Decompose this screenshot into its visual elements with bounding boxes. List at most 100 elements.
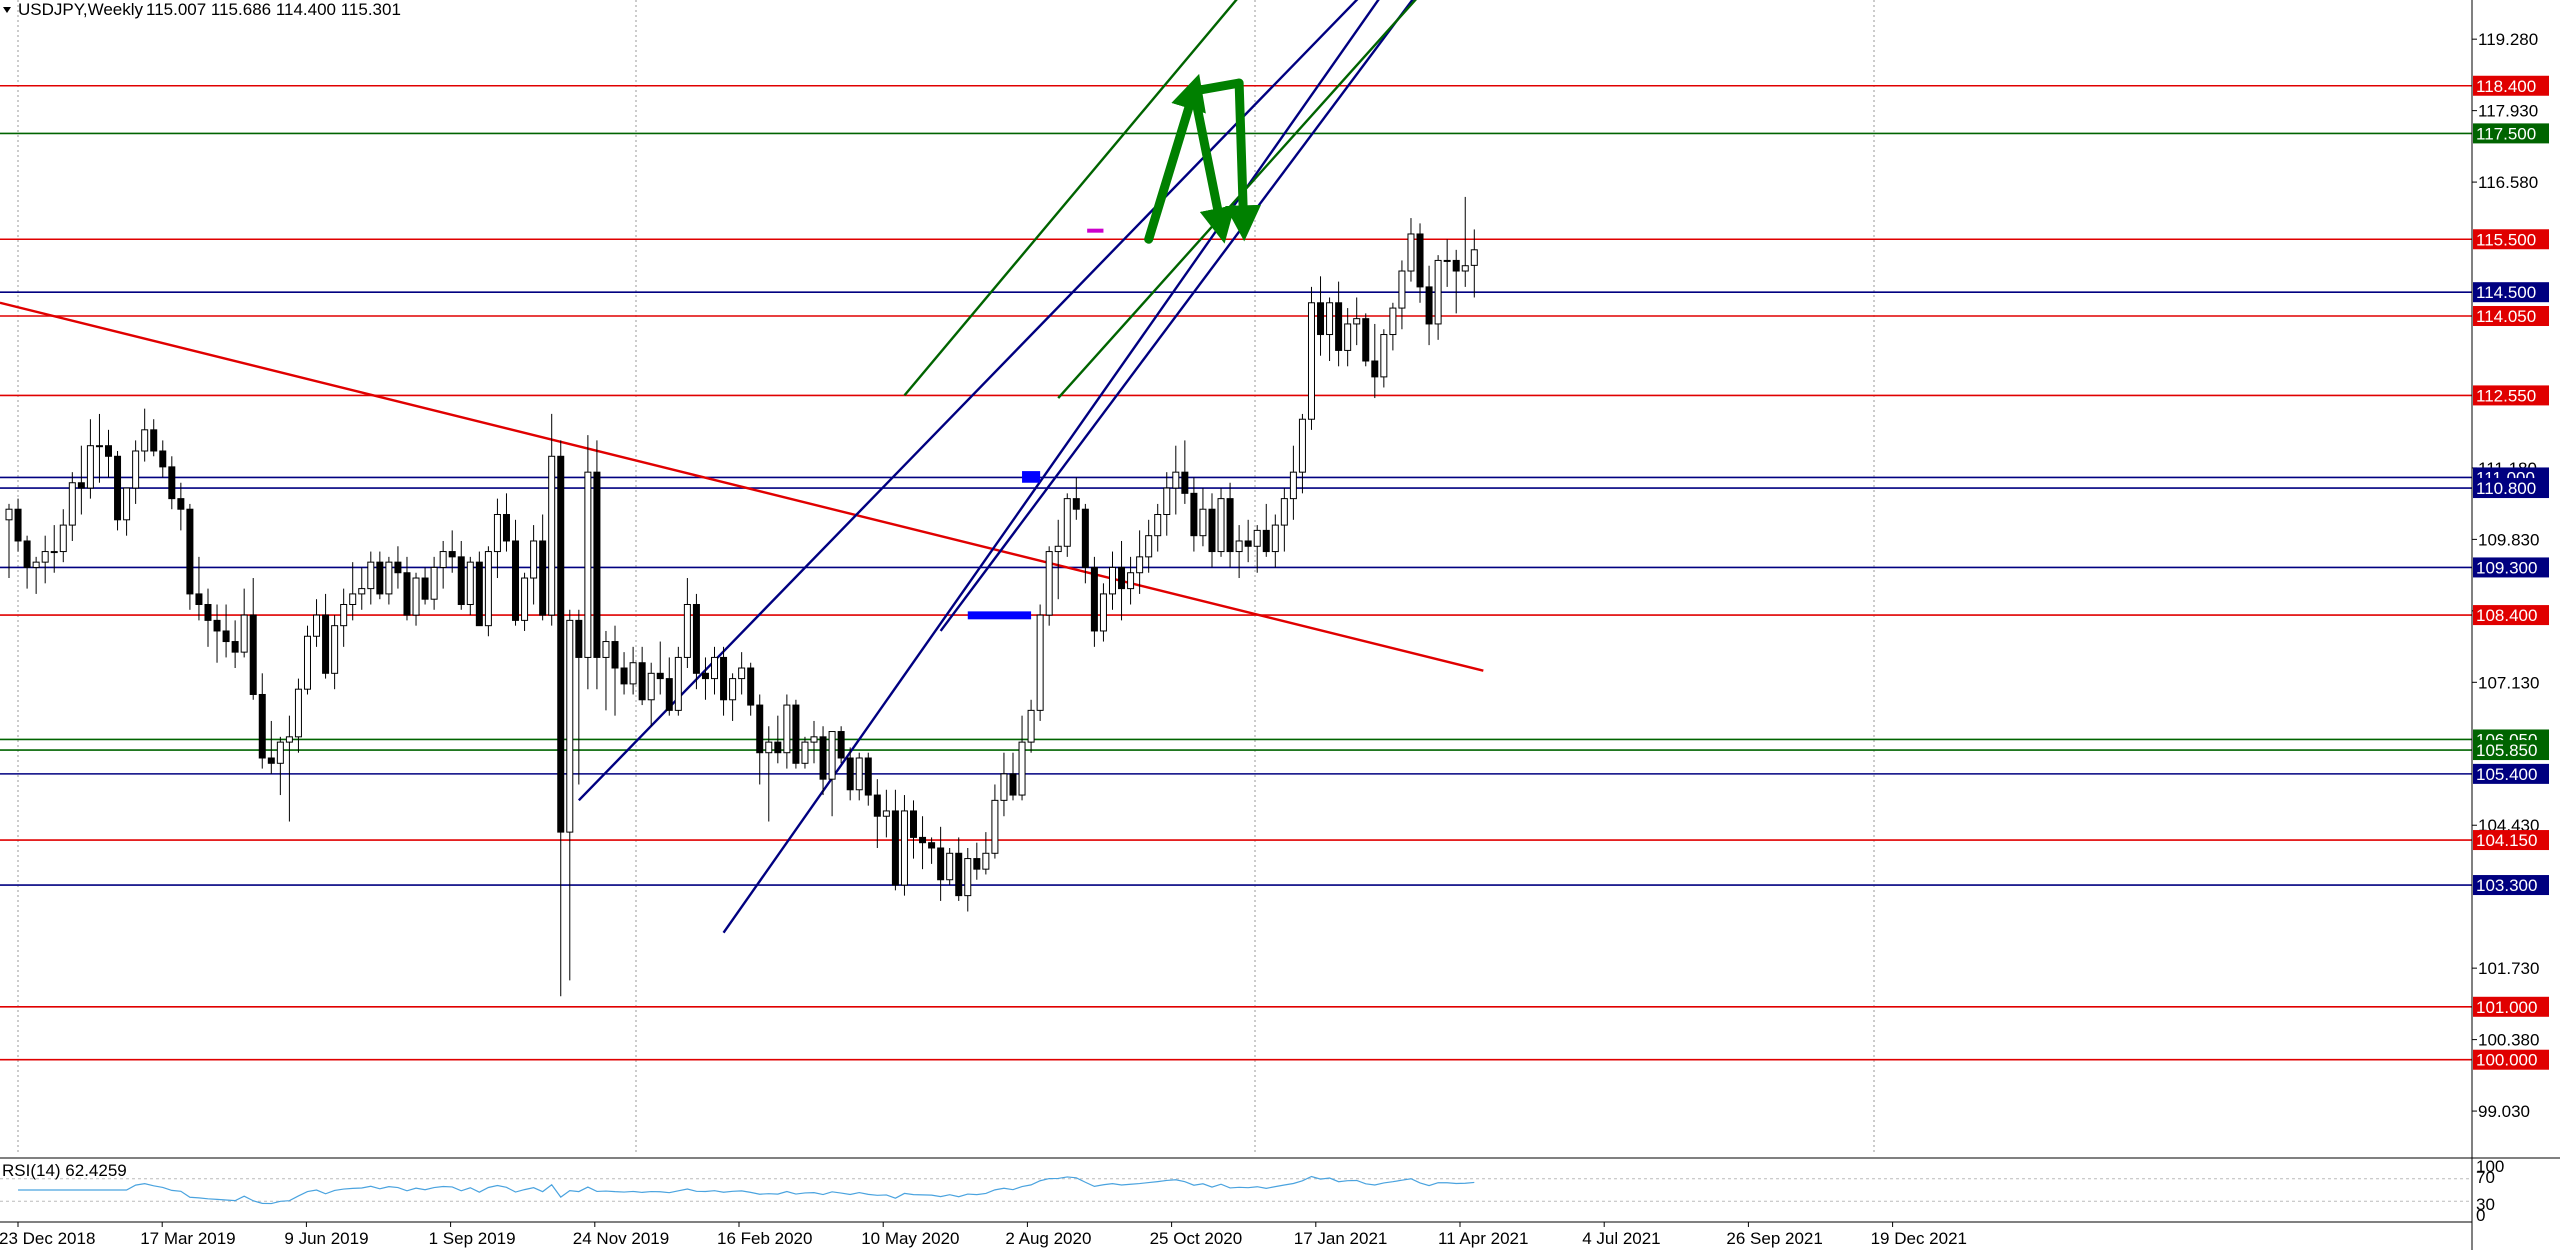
candle-body — [322, 614, 330, 674]
trendline[interactable] — [903, 0, 1275, 397]
candle-body — [1108, 566, 1116, 595]
collapse-triangle-icon[interactable] — [3, 7, 11, 13]
level-price-tag[interactable] — [2473, 605, 2549, 626]
candle-body — [276, 741, 284, 764]
candle-body — [403, 572, 411, 616]
level-price-label: 117.500 — [2476, 124, 2536, 143]
candle-body — [159, 450, 167, 468]
candle-body — [593, 471, 601, 658]
level-price-label: 112.550 — [2476, 386, 2536, 405]
candle-body — [240, 614, 248, 653]
x-tick-label: 19 Dec 2021 — [1871, 1229, 1967, 1248]
candle-body — [68, 482, 76, 526]
candle-body — [95, 445, 103, 448]
candle-body — [114, 455, 122, 521]
candle-body — [358, 588, 366, 595]
candle-body — [783, 704, 791, 754]
level-price-tag[interactable] — [2473, 1049, 2549, 1070]
candle-body — [1181, 471, 1189, 494]
level-price-tag[interactable] — [2473, 123, 2549, 144]
price-axis[interactable]: 119.280117.930116.580111.180109.830108.4… — [2471, 0, 2549, 1250]
candle-body — [1217, 498, 1225, 553]
x-tick-label: 25 Oct 2020 — [1150, 1229, 1243, 1248]
trendline[interactable] — [722, 0, 1411, 934]
x-tick-label: 9 Jun 2019 — [284, 1229, 368, 1248]
level-price-tag[interactable] — [2473, 557, 2549, 578]
candle-body — [1072, 498, 1080, 510]
trendline[interactable] — [0, 301, 1484, 672]
level-price-tag[interactable] — [2473, 306, 2549, 327]
level-price-tag[interactable] — [2473, 996, 2549, 1017]
candle-body — [231, 641, 239, 653]
time-axis[interactable]: 23 Dec 2018 17 Mar 2019 9 Jun 2019 1 Sep 20… — [0, 1221, 2472, 1248]
candle-body — [457, 556, 465, 605]
projection-arrow[interactable] — [1189, 78, 1244, 96]
candle-body — [1253, 529, 1261, 547]
candle-body — [50, 551, 58, 554]
candle-body — [5, 508, 13, 521]
symbol-label: USDJPY,Weekly — [18, 0, 144, 19]
level-price-tag[interactable] — [2473, 385, 2549, 406]
level-price-tag[interactable] — [2473, 478, 2549, 499]
candle-body — [964, 858, 972, 897]
zone-rect[interactable] — [1087, 228, 1104, 233]
candle-body — [502, 514, 510, 542]
level-price-tag[interactable] — [2473, 282, 2549, 303]
level-price-tag[interactable] — [2473, 875, 2549, 896]
candle-body — [1389, 307, 1397, 336]
level-price-tag[interactable] — [2473, 75, 2549, 96]
candle-body — [1063, 498, 1071, 547]
candle-body — [14, 508, 22, 542]
level-price-tag[interactable] — [2473, 830, 2549, 851]
zone-rect[interactable] — [1022, 471, 1041, 483]
candle-body — [602, 641, 610, 658]
candle-body — [150, 429, 158, 452]
horizontal-levels[interactable] — [0, 84, 2472, 1061]
trendline[interactable] — [939, 0, 1448, 632]
candle-body — [1054, 545, 1062, 553]
level-price-label: 114.050 — [2476, 307, 2536, 326]
candle-body — [521, 577, 529, 621]
candle-body — [294, 688, 302, 738]
projection-arrow[interactable] — [1225, 78, 1262, 242]
candle-body — [1172, 471, 1180, 489]
candle-body — [421, 577, 429, 600]
zones[interactable] — [967, 228, 1104, 620]
projection-arrow[interactable] — [1189, 86, 1236, 244]
candle-body — [1470, 249, 1478, 266]
x-tick-label: 23 Dec 2018 — [0, 1229, 95, 1248]
candle-body — [611, 641, 619, 669]
candle-body — [1199, 508, 1207, 537]
candle-body — [1081, 508, 1089, 568]
candle-body — [177, 498, 185, 510]
candle-body — [1099, 593, 1107, 632]
candle-body — [584, 471, 592, 658]
candle-body — [819, 736, 827, 780]
candle-body — [991, 799, 999, 854]
zone-rect[interactable] — [967, 611, 1032, 620]
level-price-tag[interactable] — [2473, 229, 2549, 250]
candle-body — [1326, 302, 1334, 336]
candle-body — [647, 672, 655, 701]
level-price-label: 103.300 — [2476, 876, 2537, 895]
candle-body — [204, 603, 212, 621]
candle-body — [1416, 233, 1424, 288]
candle-body — [1262, 529, 1270, 553]
candle-body — [367, 561, 375, 590]
y-tick-label: 119.280 — [2478, 30, 2538, 49]
projection-arrow[interactable] — [1144, 73, 1206, 244]
candle-body — [132, 450, 140, 489]
candle-body — [1362, 318, 1370, 362]
projection-arrows[interactable] — [1144, 73, 1262, 244]
candle-body — [674, 656, 682, 711]
candle-body — [195, 593, 203, 605]
level-price-tag[interactable] — [2473, 740, 2549, 761]
candle-body — [376, 561, 384, 595]
candle-body — [1154, 514, 1162, 537]
candle-body — [1000, 773, 1008, 801]
level-price-tag[interactable] — [2473, 763, 2549, 784]
candle-body — [828, 731, 836, 780]
candle-body — [720, 656, 728, 701]
trendline[interactable] — [1057, 0, 1438, 399]
